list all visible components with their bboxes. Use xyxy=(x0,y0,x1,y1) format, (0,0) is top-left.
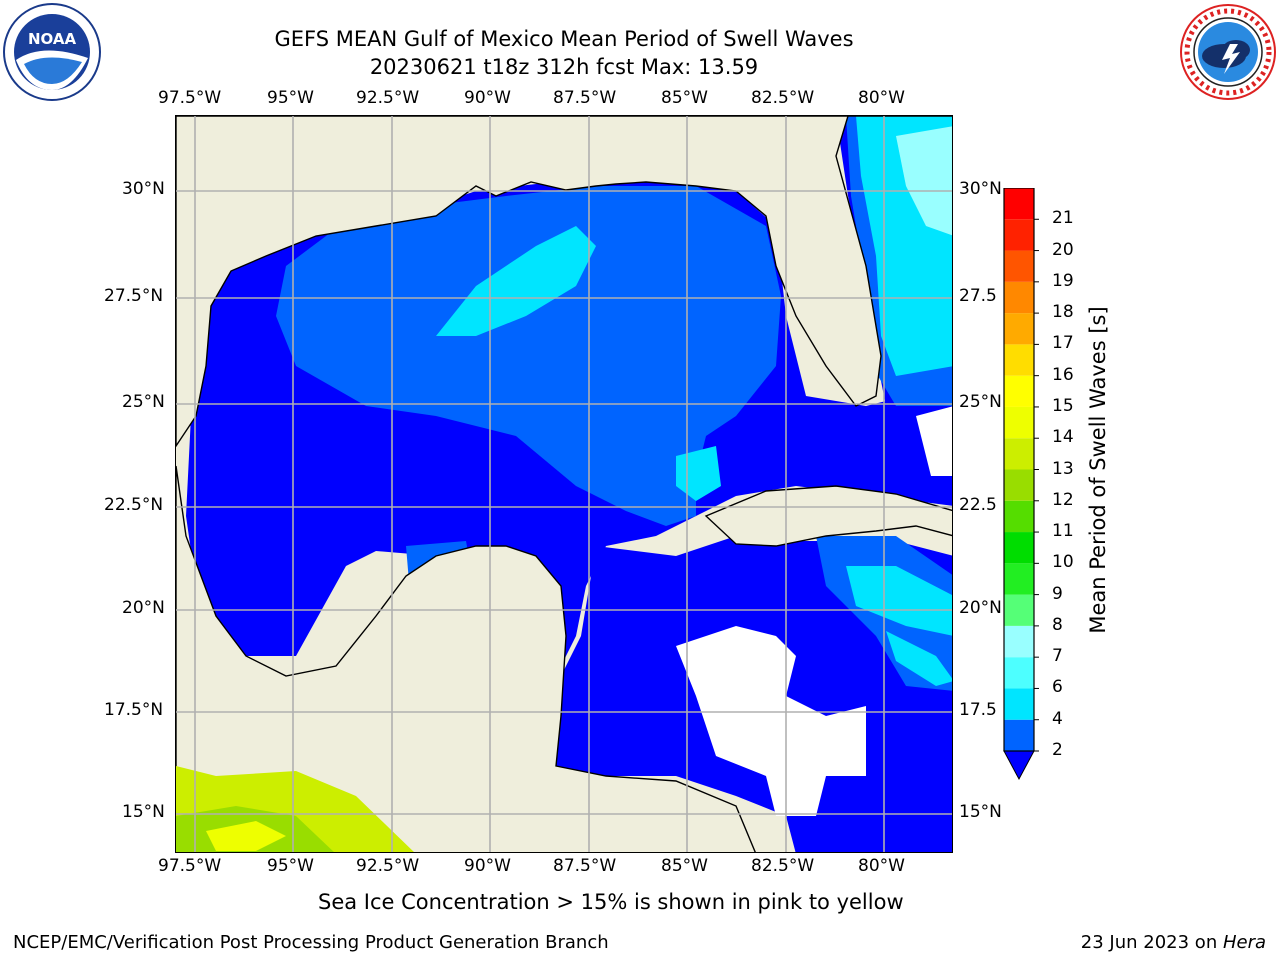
lon-tick-top: 82.5°W xyxy=(751,88,815,108)
colorbar-bin xyxy=(1004,469,1034,501)
colorbar-tick-label: 8 xyxy=(1052,614,1063,635)
lon-tick-bottom: 95°W xyxy=(267,856,314,876)
lon-tick-top: 90°W xyxy=(464,88,511,108)
colorbar-bin xyxy=(1004,438,1034,470)
colorbar-tick-label: 6 xyxy=(1052,677,1063,698)
colorbar-tick-label: 15 xyxy=(1052,395,1074,416)
colorbar-bin xyxy=(1004,719,1034,751)
colorbar-bin xyxy=(1004,313,1034,345)
colorbar-bin xyxy=(1004,281,1034,314)
colorbar-scale xyxy=(1003,187,1039,781)
colorbar-bin xyxy=(1004,375,1034,407)
contour-6-7 xyxy=(896,126,952,236)
lat-tick-right: 27.5 xyxy=(959,286,997,306)
lon-tick-top: 85°W xyxy=(661,88,708,108)
graticule xyxy=(176,116,952,852)
map-panel[interactable] xyxy=(175,115,953,853)
colorbar-bin xyxy=(1004,625,1034,658)
lon-tick-bottom: 90°W xyxy=(464,856,511,876)
lon-tick-bottom: 97.5°W xyxy=(158,856,222,876)
lat-tick-right: 17.5 xyxy=(959,700,997,720)
colorbar xyxy=(1003,187,1063,792)
colorbar-bin xyxy=(1004,344,1034,376)
lon-tick-top: 97.5°W xyxy=(158,88,222,108)
nws-logo xyxy=(1178,2,1278,102)
map-subtitle: 20230621 t18z 312h fcst Max: 13.59 xyxy=(369,55,759,79)
svg-text:NOAA: NOAA xyxy=(28,30,77,48)
lat-tick-right: 15°N xyxy=(959,802,1002,822)
colorbar-bin xyxy=(1004,657,1034,689)
us-land xyxy=(176,116,952,448)
lon-tick-top: 87.5°W xyxy=(553,88,617,108)
lon-tick-bottom: 85°W xyxy=(661,856,708,876)
run-date-text: 23 Jun 2023 on xyxy=(1080,932,1223,953)
colorbar-tick-label: 21 xyxy=(1052,208,1074,229)
colorbar-tick-label: 14 xyxy=(1052,427,1074,448)
colorbar-bin xyxy=(1004,250,1034,282)
colorbar-under-triangle xyxy=(1003,750,1035,781)
cuba-land xyxy=(704,485,952,547)
colorbar-tick-label: 12 xyxy=(1052,489,1074,510)
colorbar-bin xyxy=(1004,563,1034,595)
colorbar-tick-label: 13 xyxy=(1052,458,1074,479)
colorbar-tick-label: 11 xyxy=(1052,521,1074,542)
colorbar-bin xyxy=(1004,188,1034,220)
colorbar-tick-label: 10 xyxy=(1052,552,1074,573)
lon-tick-top: 92.5°W xyxy=(356,88,420,108)
colorbar-bin xyxy=(1004,594,1034,626)
lat-tick-left: 30°N xyxy=(122,179,165,199)
no-data-region xyxy=(676,626,866,816)
lat-tick-right: 22.5 xyxy=(959,495,997,515)
gulf-of-mexico-map xyxy=(176,116,952,852)
colorbar-title: Mean Period of Swell Waves [s] xyxy=(1086,306,1110,634)
contour-4-6 xyxy=(436,226,596,336)
lon-tick-bottom: 80°W xyxy=(858,856,905,876)
lat-tick-left: 25°N xyxy=(122,392,165,412)
lat-tick-right: 20°N xyxy=(959,598,1002,618)
colorbar-tick-label: 2 xyxy=(1052,740,1063,760)
colorbar-bin xyxy=(1004,219,1034,251)
colorbar-tick-label: 17 xyxy=(1052,333,1074,354)
colorbar-bin xyxy=(1004,532,1034,564)
colorbar-tick-label: 19 xyxy=(1052,270,1074,291)
lon-tick-bottom: 82.5°W xyxy=(751,856,815,876)
colorbar-tick-label: 9 xyxy=(1052,583,1063,604)
contour-2-4 xyxy=(276,186,781,526)
map-title: GEFS MEAN Gulf of Mexico Mean Period of … xyxy=(274,27,854,51)
lat-tick-left: 20°N xyxy=(122,598,165,618)
credit-line: NCEP/EMC/Verification Post Processing Pr… xyxy=(13,932,609,953)
colorbar-tick-label: 20 xyxy=(1052,239,1074,260)
mexico-land xyxy=(176,465,756,852)
colorbar-tick-label: 7 xyxy=(1052,646,1063,667)
colorbar-bin xyxy=(1004,688,1034,720)
lon-tick-top: 80°W xyxy=(858,88,905,108)
colorbar-tick-label: 4 xyxy=(1052,708,1063,729)
colorbar-bin xyxy=(1004,500,1034,533)
lat-tick-left: 27.5°N xyxy=(104,286,164,306)
lat-tick-right: 25°N xyxy=(959,392,1002,412)
lat-tick-left: 15°N xyxy=(122,802,165,822)
lon-tick-top: 95°W xyxy=(267,88,314,108)
colorbar-tick-label: 18 xyxy=(1052,302,1074,323)
machine-name: Hera xyxy=(1222,932,1266,953)
lon-tick-bottom: 92.5°W xyxy=(356,856,420,876)
run-date: 23 Jun 2023 on Hera xyxy=(1081,932,1266,953)
lon-tick-bottom: 87.5°W xyxy=(553,856,617,876)
colorbar-tick-label: 16 xyxy=(1052,364,1074,385)
lat-tick-right: 30°N xyxy=(959,179,1002,199)
noaa-logo: NOAA xyxy=(2,2,102,102)
colorbar-bin xyxy=(1004,406,1034,439)
lat-tick-left: 17.5°N xyxy=(104,700,164,720)
sea-ice-footnote: Sea Ice Concentration > 15% is shown in … xyxy=(318,890,904,914)
lat-tick-left: 22.5°N xyxy=(104,495,164,515)
